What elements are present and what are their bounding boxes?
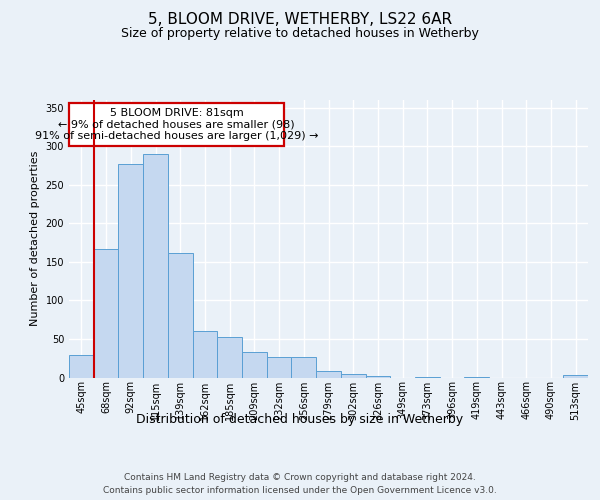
Text: Contains public sector information licensed under the Open Government Licence v3: Contains public sector information licen… — [103, 486, 497, 495]
Bar — [464, 376, 489, 378]
FancyBboxPatch shape — [69, 103, 284, 146]
Text: 91% of semi-detached houses are larger (1,029) →: 91% of semi-detached houses are larger (… — [35, 131, 318, 141]
Bar — [193, 331, 217, 378]
Bar — [217, 336, 242, 378]
Bar — [94, 249, 118, 378]
Text: Size of property relative to detached houses in Wetherby: Size of property relative to detached ho… — [121, 28, 479, 40]
Text: 5 BLOOM DRIVE: 81sqm: 5 BLOOM DRIVE: 81sqm — [110, 108, 244, 118]
Bar — [168, 254, 193, 378]
Bar — [292, 358, 316, 378]
Text: 5, BLOOM DRIVE, WETHERBY, LS22 6AR: 5, BLOOM DRIVE, WETHERBY, LS22 6AR — [148, 12, 452, 28]
Bar — [267, 358, 292, 378]
Bar — [242, 352, 267, 378]
Bar — [118, 164, 143, 378]
Text: Contains HM Land Registry data © Crown copyright and database right 2024.: Contains HM Land Registry data © Crown c… — [124, 472, 476, 482]
Bar — [316, 370, 341, 378]
Y-axis label: Number of detached properties: Number of detached properties — [30, 151, 40, 326]
Text: ← 9% of detached houses are smaller (98): ← 9% of detached houses are smaller (98) — [58, 119, 295, 129]
Bar — [69, 355, 94, 378]
Bar — [563, 375, 588, 378]
Bar — [341, 374, 365, 378]
Bar — [415, 376, 440, 378]
Text: Distribution of detached houses by size in Wetherby: Distribution of detached houses by size … — [136, 412, 464, 426]
Bar — [365, 376, 390, 378]
Bar — [143, 154, 168, 378]
